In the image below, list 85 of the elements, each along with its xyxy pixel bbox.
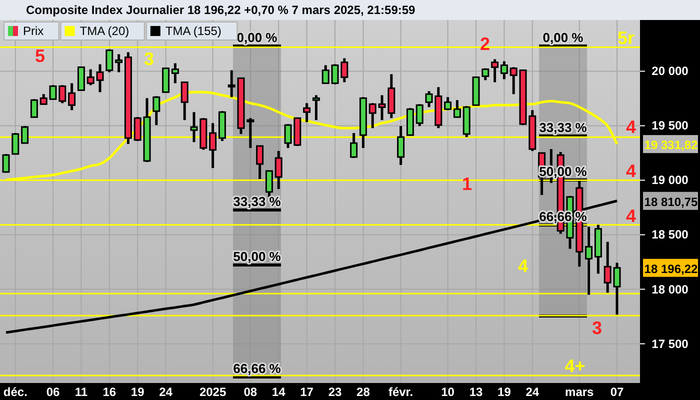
annotation: 5r (617, 28, 635, 48)
candlestick (312, 94, 320, 122)
legend-label: TMA (20) (80, 24, 130, 38)
text: 18 196,22 (644, 262, 698, 276)
candlestick (510, 66, 518, 96)
text: 18 810,75 (644, 194, 698, 209)
annotation: 50,00 % (233, 249, 282, 264)
x-tick-label: 13 (469, 385, 483, 399)
x-tick-label: 08 (244, 385, 258, 399)
annotation: 0,00 % (542, 30, 584, 45)
chart-title: Composite Index Journalier 18 196,22 +0,70 % 7 mars 2025, 21:59:59 (26, 3, 416, 17)
y-tick-label: 19 500 (652, 118, 689, 133)
x-tick-label: 28 (356, 385, 370, 399)
candlestick (21, 124, 29, 144)
legend-label: TMA (155) (165, 24, 222, 38)
candlestick (40, 92, 48, 106)
candlestick (491, 58, 499, 84)
candlestick (453, 98, 461, 118)
y-tick-label: 18 000 (652, 282, 689, 296)
candlestick (500, 60, 508, 80)
annotation: 3 (592, 318, 602, 338)
x-tick-label: 2025 (199, 385, 226, 399)
candlestick (397, 124, 405, 166)
x-tick-label: févr. (388, 385, 414, 399)
candlestick (416, 102, 424, 128)
candlestick (444, 96, 452, 112)
candlestick (585, 226, 593, 296)
x-tick-label: 07 (610, 385, 624, 399)
legend-label: Prix (23, 24, 44, 38)
annotation: 5 (34, 46, 46, 66)
candlestick (96, 63, 104, 94)
x-tick-label: 24 (526, 385, 540, 399)
candlestick (180, 80, 188, 122)
x-tick-label: 23 (328, 385, 342, 399)
annotation: 66,66 % (539, 209, 588, 224)
candlestick (322, 64, 330, 84)
y-tick-label: 19 000 (652, 173, 689, 188)
candlestick (2, 152, 10, 174)
candlestick (115, 52, 123, 74)
annotation: 3 (144, 49, 154, 69)
candlestick (106, 48, 114, 74)
candlestick (368, 102, 376, 130)
candlestick (68, 82, 76, 112)
y-tick-label: 17 500 (652, 336, 689, 351)
text: 19 331,82 (644, 138, 698, 152)
text: 4 (626, 117, 636, 137)
x-tick-label: 17 (300, 385, 314, 399)
candlestick (171, 62, 179, 84)
candlestick (162, 68, 170, 93)
annotation: 66,66 % (233, 361, 282, 376)
annotation: 0,00 % (236, 30, 278, 45)
y-tick-label: 20 000 (652, 64, 689, 78)
candlestick (265, 170, 273, 198)
x-tick-label: 24 (159, 385, 173, 399)
candlestick (350, 132, 358, 160)
text: 4 (626, 161, 636, 181)
annotation: 33,33 % (233, 194, 282, 209)
annotation: 50,00 % (539, 164, 588, 179)
candlestick (613, 262, 621, 316)
candlestick (303, 102, 311, 124)
candlestick (209, 122, 217, 170)
x-tick-label: 16 (102, 385, 116, 399)
x-tick-label: déc. (3, 385, 28, 399)
x-tick-label: 10 (441, 385, 455, 399)
candlestick (152, 94, 160, 126)
x-tick-label: 14 (272, 385, 286, 399)
candlestick (256, 144, 264, 180)
y-tick-label: 18 500 (652, 228, 689, 242)
annotation: 4+ (564, 356, 586, 376)
annotation: 33,33 % (539, 120, 588, 135)
candlestick (274, 150, 282, 190)
candlestick (86, 68, 94, 86)
candlestick (30, 98, 38, 118)
candlestick (12, 132, 20, 156)
candlestick (228, 69, 236, 98)
annotation: 4 (518, 256, 528, 276)
x-tick-label: mars (565, 385, 594, 399)
candlestick (77, 66, 85, 91)
x-tick-label: 11 (74, 385, 88, 399)
candlestick (604, 240, 612, 294)
x-tick-label: 19 (130, 385, 145, 399)
x-tick-label: 06 (46, 385, 60, 399)
candlestick (134, 116, 142, 142)
text: 4 (626, 206, 636, 226)
x-tick-label: 19 (498, 385, 512, 399)
